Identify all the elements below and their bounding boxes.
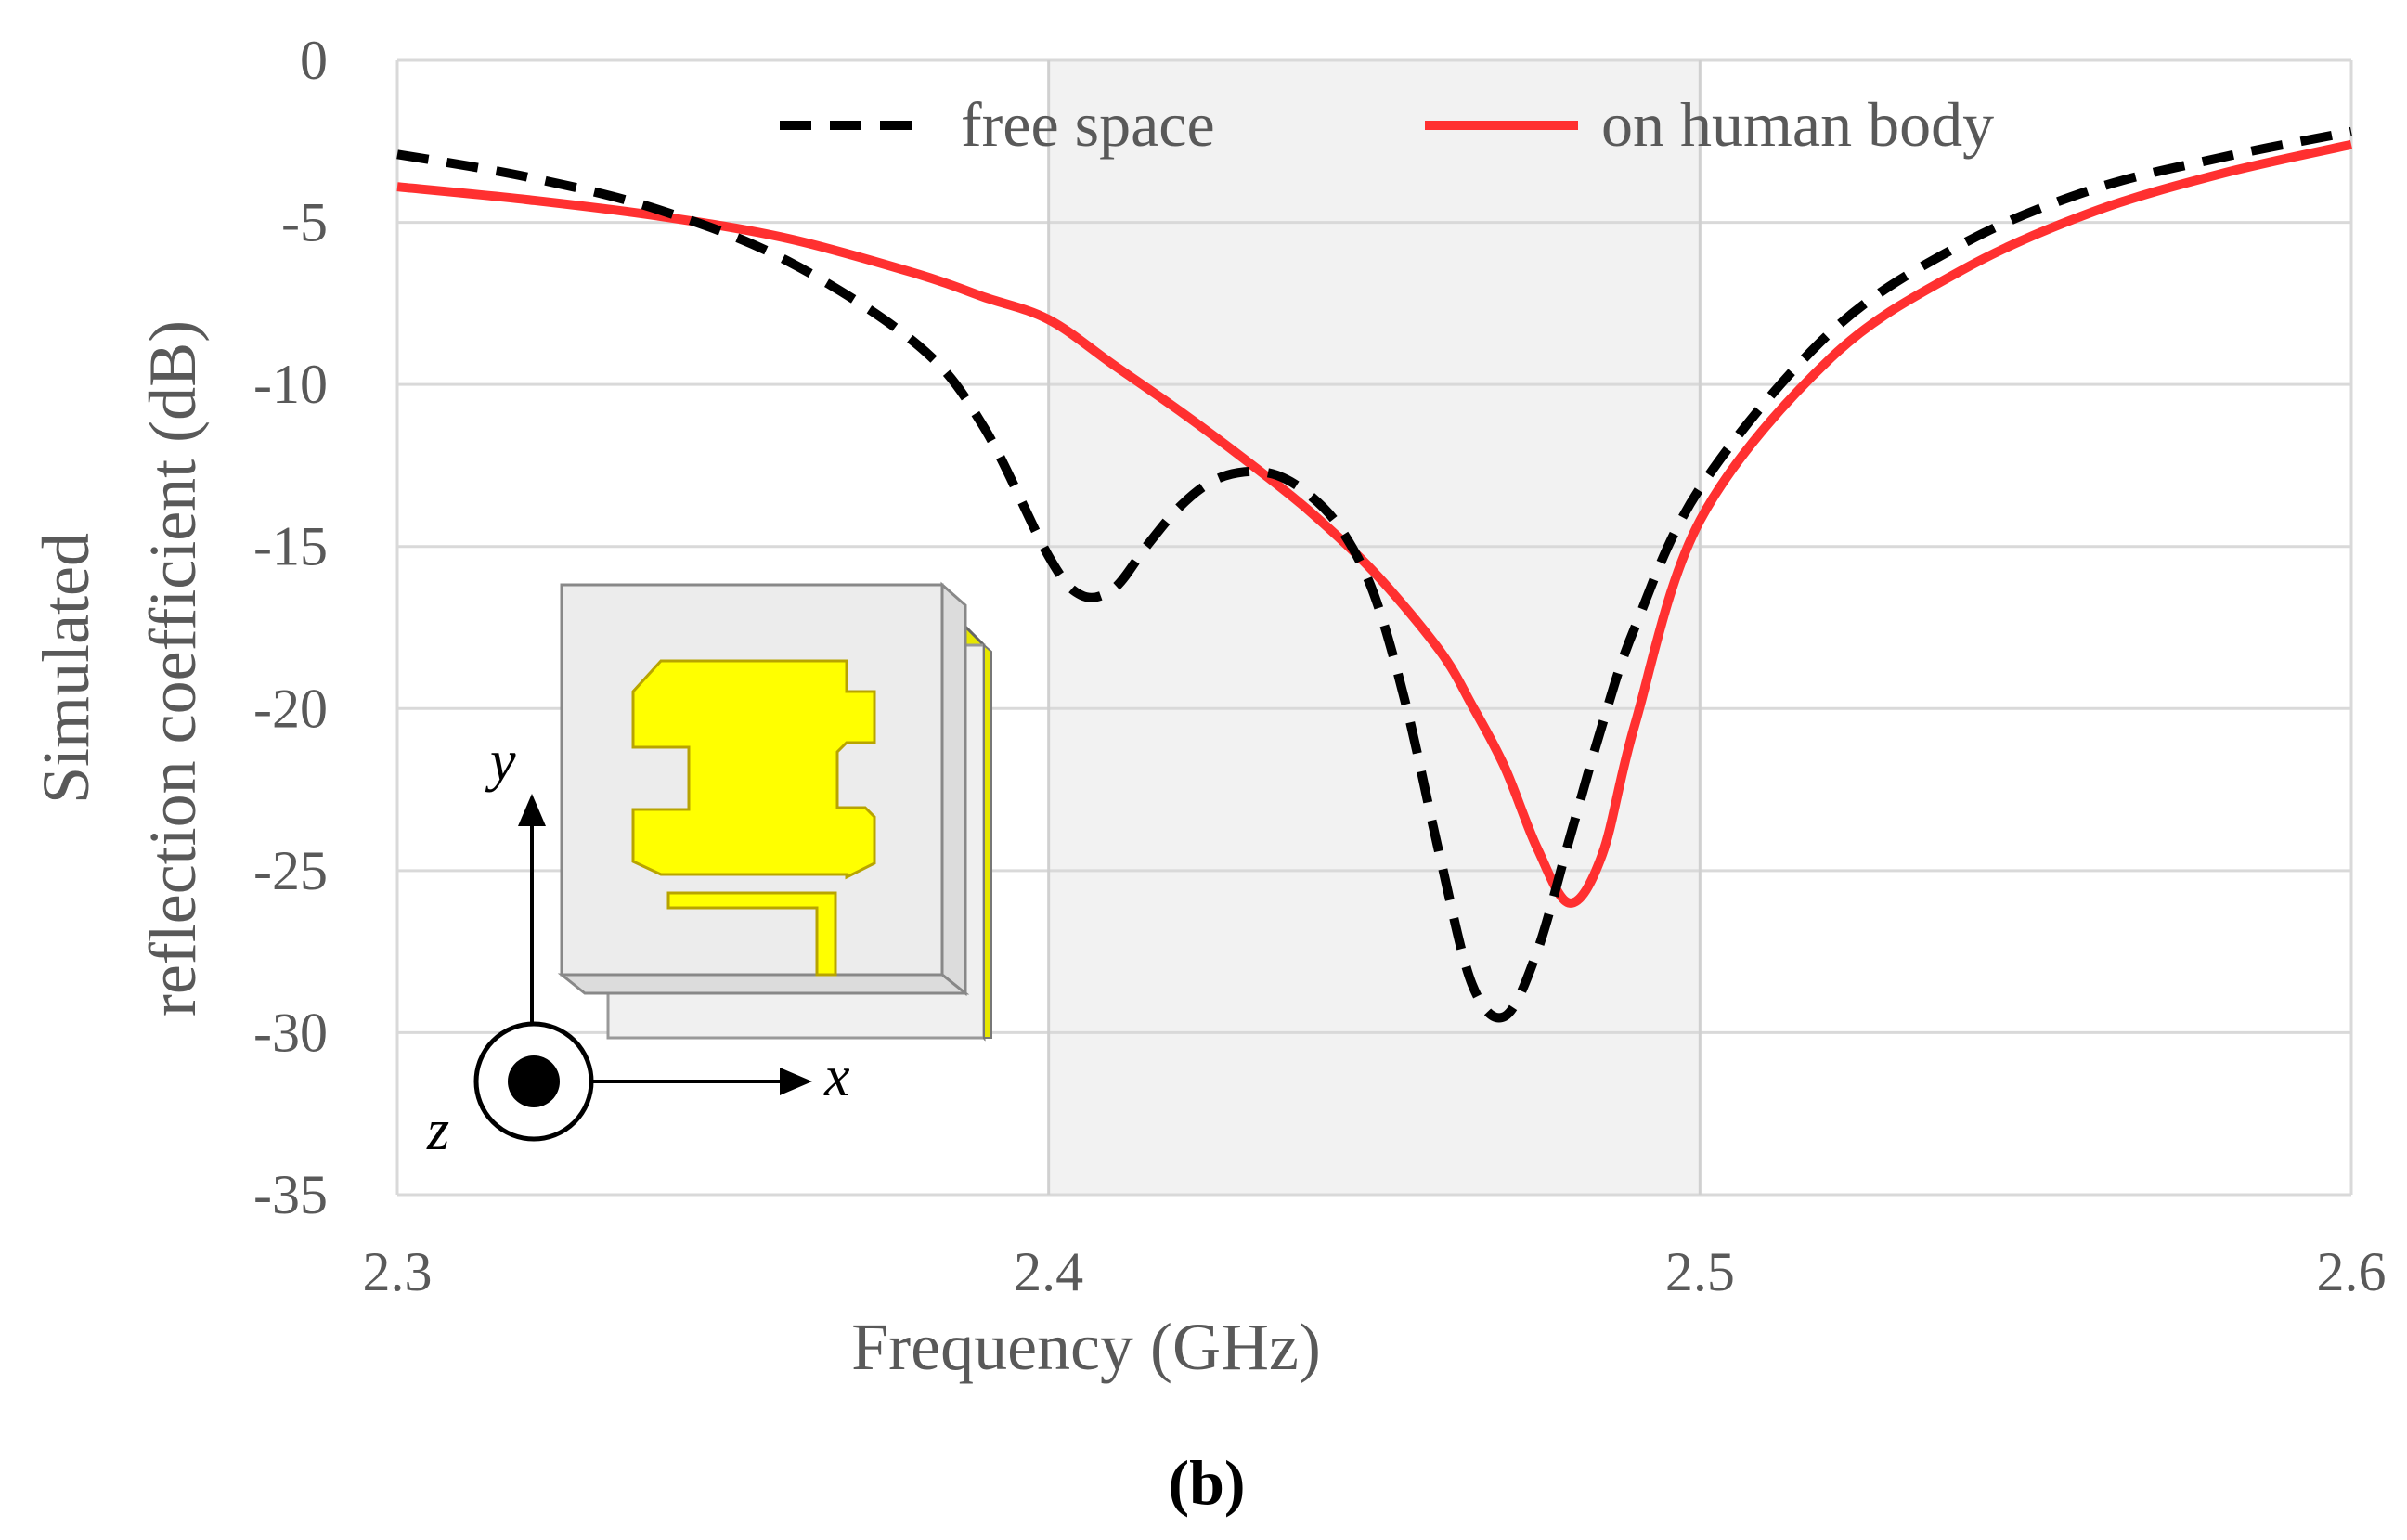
y-tick-label: -10 xyxy=(253,354,328,415)
x-arrow-head xyxy=(780,1068,812,1095)
x-tick-label: 2.3 xyxy=(363,1241,433,1302)
figure-caption: (b) xyxy=(1168,1447,1245,1518)
substrate-side xyxy=(940,581,967,997)
highlight-band xyxy=(1048,60,1701,1195)
y-axis-title-line-1: Simulated xyxy=(29,533,103,804)
x-axis-title: Frequency (GHz) xyxy=(851,1310,1321,1384)
series-group xyxy=(396,126,2353,1023)
inset-axis-z-label: z xyxy=(426,1099,449,1162)
y-tick-labels: 0 -5 -10 -15 -20 -25 -30 -35 xyxy=(253,30,328,1225)
band-edge-lines xyxy=(1047,60,1702,1195)
y-tick-label: -30 xyxy=(253,1002,328,1063)
y-tick-label: -35 xyxy=(253,1164,328,1225)
x-tick-labels: 2.3 2.4 2.5 2.6 xyxy=(363,1241,2387,1302)
legend-label-on-human-body: on human body xyxy=(1601,89,1994,160)
y-tick-label: -5 xyxy=(281,192,328,253)
legend-label-free-space: free space xyxy=(961,89,1215,160)
ground-layer-edge xyxy=(983,642,992,1039)
inset-axis-y-label: y xyxy=(485,730,516,793)
y-arrow-head xyxy=(518,794,546,826)
x-tick-label: 2.5 xyxy=(1665,1241,1735,1302)
y-tick-label: -20 xyxy=(253,678,328,739)
substrate-bottom xyxy=(557,973,970,995)
z-axis-dot xyxy=(508,1055,560,1107)
y-axis-title-line-2: reflection coefficient (dB) xyxy=(136,320,210,1016)
x-tick-label: 2.4 xyxy=(1014,1241,1083,1302)
inset-axis-x-label: x xyxy=(823,1045,850,1108)
series-line-free-space xyxy=(396,126,2352,1023)
y-tick-label: -25 xyxy=(253,840,328,901)
series-line-on-human-body xyxy=(396,139,2353,908)
y-tick-label: 0 xyxy=(300,30,328,91)
antenna-inset: x y z xyxy=(426,581,992,1162)
radiating-patch xyxy=(631,659,876,880)
x-tick-label: 2.6 xyxy=(2317,1241,2387,1302)
feed-line xyxy=(666,891,837,977)
legend: free space on human body xyxy=(780,89,1994,160)
y-tick-label: -15 xyxy=(253,516,328,577)
